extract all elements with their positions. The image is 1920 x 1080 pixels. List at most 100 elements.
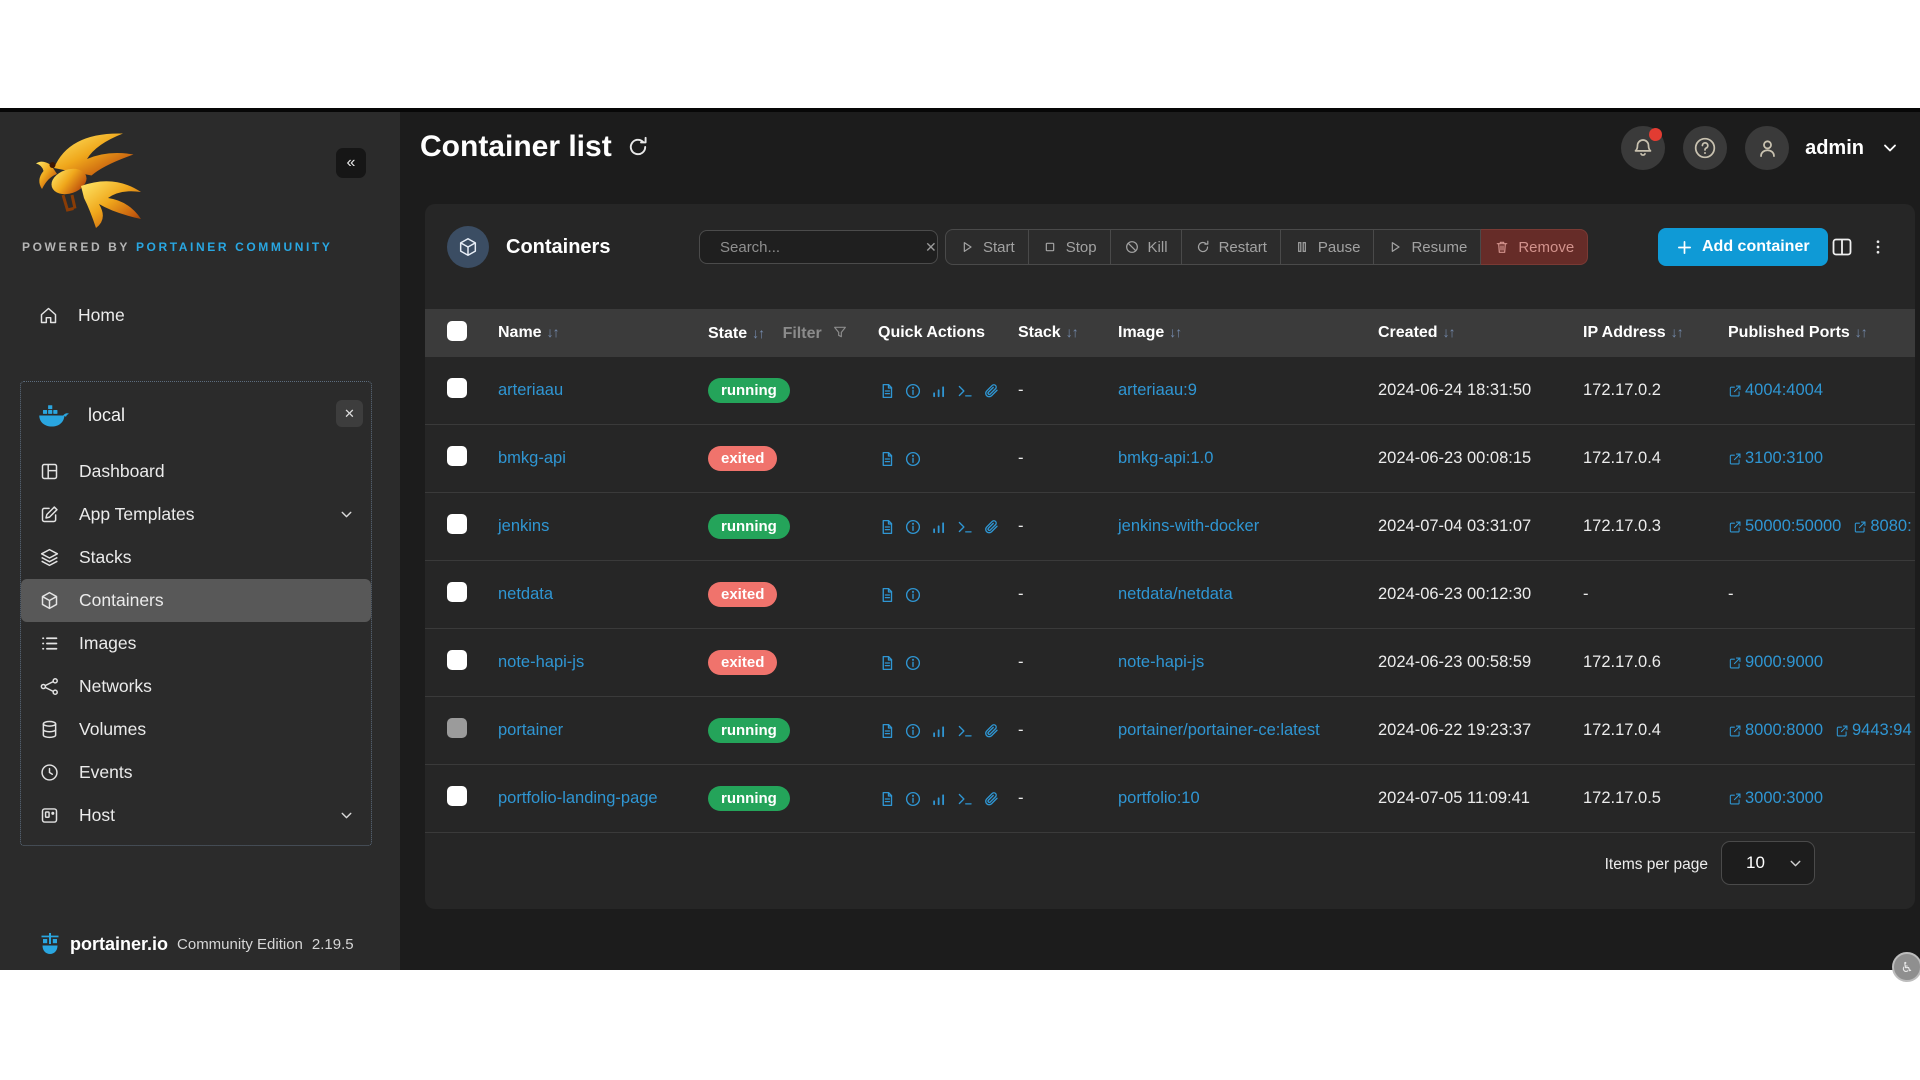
row-checkbox[interactable] bbox=[447, 650, 467, 670]
remove-button[interactable]: Remove bbox=[1481, 229, 1588, 265]
row-checkbox[interactable] bbox=[447, 378, 467, 398]
port-link[interactable]: 4004:4004 bbox=[1728, 381, 1823, 400]
port-link[interactable]: 50000:50000 bbox=[1728, 517, 1841, 536]
stats-icon[interactable] bbox=[930, 382, 948, 400]
container-name-link[interactable]: jenkins bbox=[498, 517, 549, 535]
sidebar-collapse-button[interactable]: « bbox=[336, 148, 366, 178]
footer-brand[interactable]: portainer.io bbox=[70, 934, 168, 955]
pause-button[interactable]: Pause bbox=[1281, 229, 1375, 265]
image-link[interactable]: bmkg-api:1.0 bbox=[1118, 449, 1213, 467]
networks-icon bbox=[39, 676, 60, 697]
column-header-ip[interactable]: IP Address↓↑ bbox=[1575, 324, 1720, 342]
sidebar-item-containers[interactable]: Containers bbox=[21, 579, 371, 622]
logs-icon[interactable] bbox=[878, 382, 896, 400]
logs-icon[interactable] bbox=[878, 722, 896, 740]
sidebar-item-dashboard[interactable]: Dashboard bbox=[21, 450, 371, 493]
attach-icon[interactable] bbox=[982, 790, 1000, 808]
select-all-checkbox[interactable] bbox=[447, 321, 467, 341]
logs-icon[interactable] bbox=[878, 790, 896, 808]
port-link[interactable]: 8000:8000 bbox=[1728, 721, 1823, 740]
accessibility-widget-icon[interactable]: ♿ bbox=[1892, 952, 1920, 982]
column-header-name[interactable]: Name↓↑ bbox=[490, 324, 700, 342]
search-input[interactable] bbox=[718, 238, 921, 257]
state-filter[interactable]: Filter bbox=[783, 325, 822, 342]
start-button[interactable]: Start bbox=[945, 229, 1029, 265]
row-checkbox[interactable] bbox=[447, 514, 467, 534]
console-icon[interactable] bbox=[956, 722, 974, 740]
funnel-icon[interactable] bbox=[832, 324, 848, 340]
notifications-button[interactable] bbox=[1621, 126, 1665, 170]
logs-icon[interactable] bbox=[878, 518, 896, 536]
inspect-icon[interactable] bbox=[904, 790, 922, 808]
inspect-icon[interactable] bbox=[904, 722, 922, 740]
row-checkbox[interactable] bbox=[447, 446, 467, 466]
user-avatar[interactable] bbox=[1745, 126, 1789, 170]
kill-button[interactable]: Kill bbox=[1111, 229, 1182, 265]
column-header-ports[interactable]: Published Ports↓↑ bbox=[1720, 324, 1915, 342]
logs-icon[interactable] bbox=[878, 450, 896, 468]
table-settings-icon[interactable] bbox=[1829, 235, 1855, 259]
clear-search-icon[interactable]: ✕ bbox=[921, 237, 941, 258]
image-link[interactable]: netdata/netdata bbox=[1118, 585, 1233, 603]
items-per-page-select[interactable]: 10 bbox=[1721, 841, 1815, 885]
console-icon[interactable] bbox=[956, 790, 974, 808]
image-link[interactable]: portainer/portainer-ce:latest bbox=[1118, 721, 1320, 739]
container-name-link[interactable]: portfolio-landing-page bbox=[498, 789, 658, 807]
external-link-icon bbox=[1853, 520, 1867, 534]
stop-button[interactable]: Stop bbox=[1029, 229, 1111, 265]
user-menu-chevron-icon[interactable] bbox=[1880, 138, 1900, 158]
port-link[interactable]: 8080: bbox=[1853, 517, 1911, 536]
container-name-link[interactable]: note-hapi-js bbox=[498, 653, 584, 671]
created-value: 2024-06-23 00:58:59 bbox=[1370, 653, 1575, 672]
environment-close-icon[interactable]: ✕ bbox=[336, 400, 363, 427]
sidebar-item-host[interactable]: Host bbox=[21, 794, 371, 837]
sidebar-item-events[interactable]: Events bbox=[21, 751, 371, 794]
column-header-created[interactable]: Created↓↑ bbox=[1370, 324, 1575, 342]
stats-icon[interactable] bbox=[930, 518, 948, 536]
attach-icon[interactable] bbox=[982, 382, 1000, 400]
row-checkbox[interactable] bbox=[447, 786, 467, 806]
resume-button[interactable]: Resume bbox=[1374, 229, 1481, 265]
logs-icon[interactable] bbox=[878, 586, 896, 604]
sidebar-item-home[interactable]: Home bbox=[20, 294, 372, 337]
row-checkbox[interactable] bbox=[447, 582, 467, 602]
inspect-icon[interactable] bbox=[904, 518, 922, 536]
sidebar-item-networks[interactable]: Networks bbox=[21, 665, 371, 708]
inspect-icon[interactable] bbox=[904, 382, 922, 400]
port-link[interactable]: 3100:3100 bbox=[1728, 449, 1823, 468]
column-header-state[interactable]: State↓↑ Filter bbox=[700, 324, 870, 343]
column-header-stack[interactable]: Stack↓↑ bbox=[1010, 324, 1110, 342]
sidebar-item-app-templates[interactable]: App Templates bbox=[21, 493, 371, 536]
stats-icon[interactable] bbox=[930, 790, 948, 808]
image-link[interactable]: arteriaau:9 bbox=[1118, 381, 1197, 399]
port-link[interactable]: 9000:9000 bbox=[1728, 653, 1823, 672]
restart-button[interactable]: Restart bbox=[1182, 229, 1281, 265]
column-header-image[interactable]: Image↓↑ bbox=[1110, 324, 1370, 342]
container-name-link[interactable]: netdata bbox=[498, 585, 553, 603]
inspect-icon[interactable] bbox=[904, 654, 922, 672]
image-link[interactable]: jenkins-with-docker bbox=[1118, 517, 1259, 535]
refresh-icon[interactable] bbox=[626, 135, 650, 159]
row-checkbox[interactable] bbox=[447, 718, 467, 738]
container-name-link[interactable]: bmkg-api bbox=[498, 449, 566, 467]
port-link[interactable]: 9443:94 bbox=[1835, 721, 1912, 740]
logs-icon[interactable] bbox=[878, 654, 896, 672]
container-name-link[interactable]: portainer bbox=[498, 721, 563, 739]
sidebar-item-volumes[interactable]: Volumes bbox=[21, 708, 371, 751]
image-link[interactable]: portfolio:10 bbox=[1118, 789, 1200, 807]
console-icon[interactable] bbox=[956, 382, 974, 400]
inspect-icon[interactable] bbox=[904, 450, 922, 468]
console-icon[interactable] bbox=[956, 518, 974, 536]
add-container-button[interactable]: Add container bbox=[1658, 228, 1828, 266]
kebab-menu-icon[interactable] bbox=[1869, 234, 1887, 260]
port-link[interactable]: 3000:3000 bbox=[1728, 789, 1823, 808]
attach-icon[interactable] bbox=[982, 518, 1000, 536]
sidebar-item-stacks[interactable]: Stacks bbox=[21, 536, 371, 579]
sidebar-item-images[interactable]: Images bbox=[21, 622, 371, 665]
inspect-icon[interactable] bbox=[904, 586, 922, 604]
container-name-link[interactable]: arteriaau bbox=[498, 381, 563, 399]
help-button[interactable] bbox=[1683, 126, 1727, 170]
stats-icon[interactable] bbox=[930, 722, 948, 740]
attach-icon[interactable] bbox=[982, 722, 1000, 740]
image-link[interactable]: note-hapi-js bbox=[1118, 653, 1204, 671]
